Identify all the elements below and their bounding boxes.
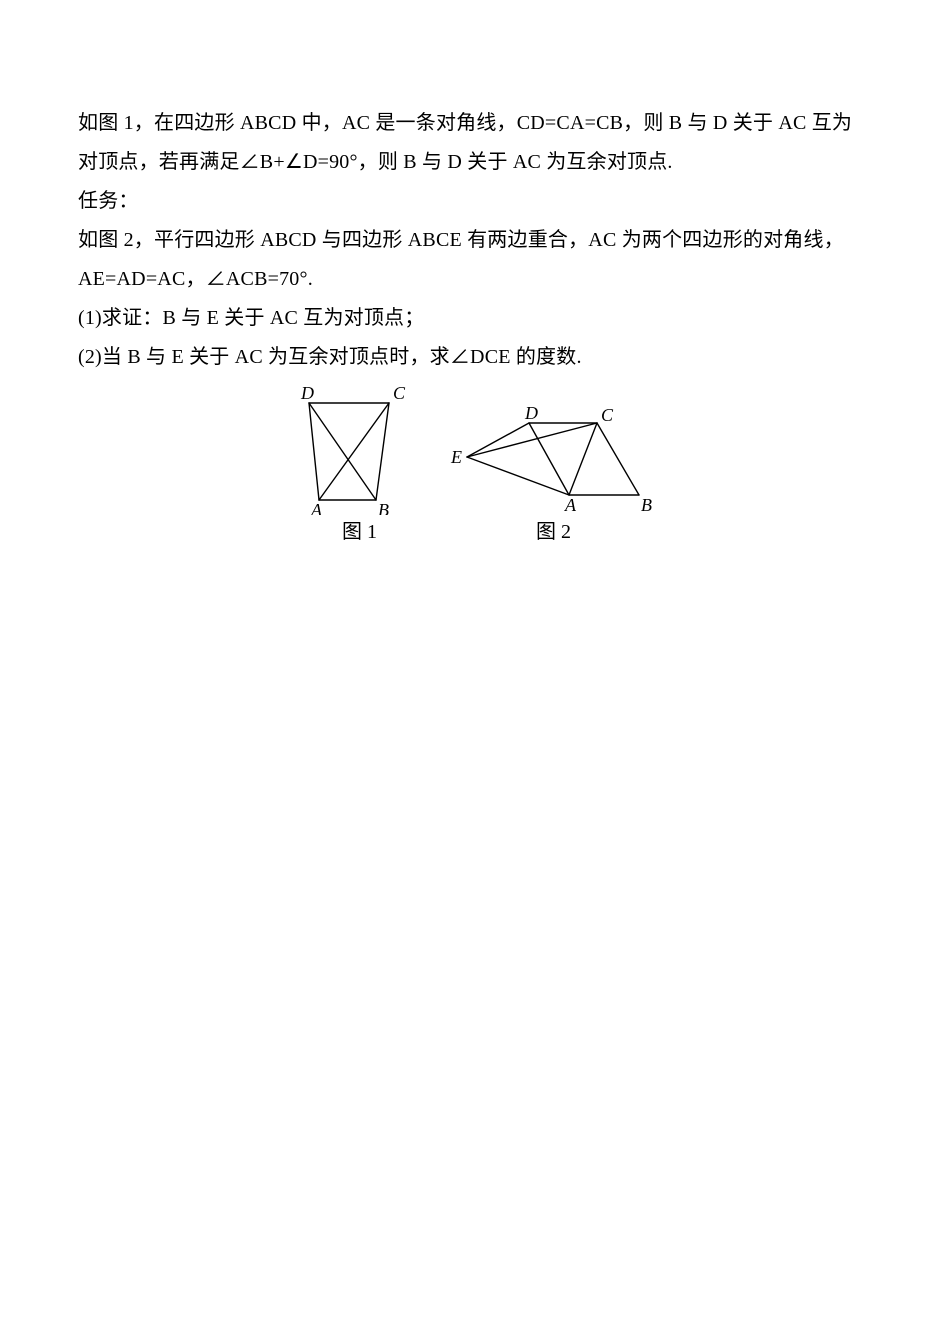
- svg-text:C: C: [601, 405, 614, 425]
- figure-1: D C A B: [281, 385, 421, 515]
- question-2: (2)当 B 与 E 关于 AC 为互余对顶点时，求∠DCE 的度数.: [78, 338, 872, 377]
- task-label: 任务：: [78, 182, 872, 221]
- figure-2-caption: 图 2: [452, 515, 655, 544]
- svg-text:A: A: [564, 495, 577, 515]
- figure-2: D C E A B: [449, 405, 669, 515]
- figures-container: D C A B D C E A B 图 1 图 2: [295, 385, 655, 544]
- svg-text:D: D: [300, 385, 314, 403]
- problem-para-2: 如图 2，平行四边形 ABCD 与四边形 ABCE 有两边重合，AC 为两个四边…: [78, 221, 872, 299]
- caption-row: 图 1 图 2: [295, 515, 655, 544]
- figure-1-svg: D C A B: [281, 385, 421, 515]
- figure-1-caption: 图 1: [295, 515, 424, 544]
- svg-text:B: B: [378, 500, 389, 515]
- figure-row: D C A B D C E A B: [295, 385, 655, 515]
- figure-2-svg: D C E A B: [449, 405, 669, 515]
- svg-text:D: D: [524, 405, 538, 423]
- problem-para-1: 如图 1，在四边形 ABCD 中，AC 是一条对角线，CD=CA=CB，则 B …: [78, 104, 872, 182]
- svg-text:E: E: [450, 447, 462, 467]
- svg-text:B: B: [641, 495, 652, 515]
- page: 如图 1，在四边形 ABCD 中，AC 是一条对角线，CD=CA=CB，则 B …: [0, 0, 950, 544]
- svg-text:C: C: [393, 385, 406, 403]
- svg-text:A: A: [310, 500, 323, 515]
- question-1: (1)求证：B 与 E 关于 AC 互为对顶点；: [78, 299, 872, 338]
